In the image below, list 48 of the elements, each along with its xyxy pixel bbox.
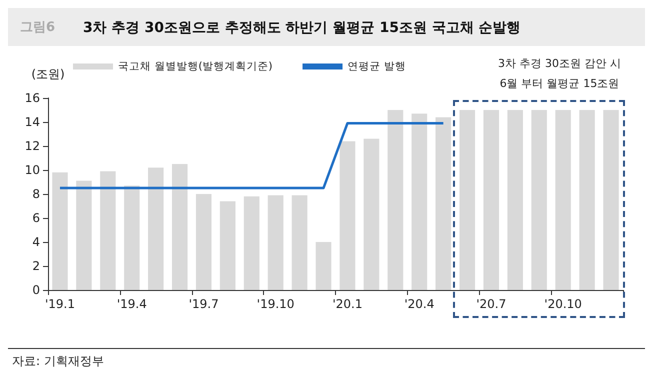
bar bbox=[579, 110, 595, 290]
y-tick-label: 0 bbox=[32, 283, 40, 297]
x-tick-label: '19.4 bbox=[116, 297, 147, 311]
y-tick-label: 2 bbox=[32, 259, 40, 273]
y-tick-label: 10 bbox=[24, 163, 40, 177]
y-tick-label: 14 bbox=[24, 115, 40, 129]
caption: 그림6 bbox=[20, 19, 56, 36]
bar bbox=[220, 201, 236, 290]
bar bbox=[555, 110, 571, 290]
bar bbox=[507, 110, 523, 290]
bar bbox=[388, 110, 404, 290]
text: 자료: 기획재정부 bbox=[12, 353, 104, 370]
chart-title: 3차 추경 30조원으로 추정해도 하반기 월평균 15조원 국고채 순발행 bbox=[83, 20, 521, 36]
bar bbox=[76, 180, 92, 290]
bar bbox=[292, 195, 308, 290]
bar bbox=[172, 164, 188, 290]
x-tick-label: '20.4 bbox=[404, 297, 434, 311]
bar bbox=[196, 194, 212, 290]
x-tick-label: '20.7 bbox=[476, 297, 506, 311]
y-axis-title: (조원) bbox=[31, 67, 65, 81]
bar bbox=[483, 110, 500, 290]
legend-label: 연평균 발행 bbox=[348, 60, 406, 72]
y-tick-label: 16 bbox=[24, 91, 40, 105]
bar bbox=[412, 114, 428, 290]
bar bbox=[52, 172, 68, 290]
bar bbox=[268, 195, 284, 290]
bar bbox=[124, 186, 140, 290]
y-tick-label: 8 bbox=[32, 187, 40, 201]
bar bbox=[100, 171, 116, 290]
legend-label: 국고채 월별발행(발행계획기준) bbox=[118, 60, 273, 72]
bar bbox=[603, 110, 619, 290]
bar bbox=[364, 138, 380, 290]
x-tick-label: '20.1 bbox=[332, 297, 362, 311]
y-tick-label: 6 bbox=[32, 211, 40, 225]
text: 3차 추경 30조원 감안 시 6월 부터 월평균 15조원 bbox=[498, 56, 621, 92]
x-tick-label: '19.1 bbox=[44, 297, 75, 311]
bar bbox=[244, 196, 260, 290]
bar bbox=[148, 168, 164, 290]
bar bbox=[531, 110, 547, 290]
x-tick-label: '20.10 bbox=[544, 297, 582, 311]
bar bbox=[316, 242, 332, 290]
x-tick-label: '19.7 bbox=[188, 297, 219, 311]
bar bbox=[340, 141, 356, 290]
y-tick-label: 4 bbox=[32, 235, 40, 249]
x-tick-label: '19.10 bbox=[256, 297, 294, 311]
bar bbox=[459, 110, 476, 290]
y-tick-label: 12 bbox=[24, 139, 40, 153]
bar bbox=[436, 117, 452, 290]
